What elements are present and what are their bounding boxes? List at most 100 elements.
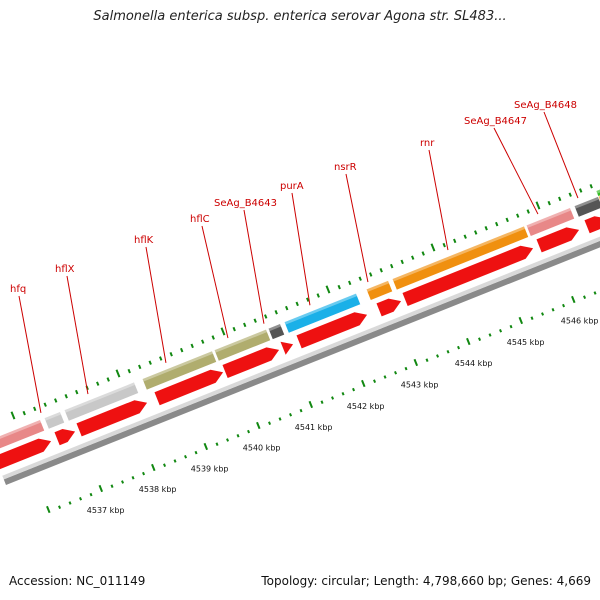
upper-tick — [348, 280, 352, 286]
kbp-label-7: 4544 kbp — [455, 359, 493, 368]
lower-tick — [247, 429, 251, 434]
orf-arrow-2 — [76, 400, 148, 437]
upper-tick — [411, 255, 415, 260]
upper-tick — [264, 314, 268, 319]
lower-tick — [79, 497, 83, 501]
upper-tick — [325, 285, 331, 294]
lower-tick — [131, 476, 135, 480]
label-leader-seag_b4648 — [543, 111, 579, 199]
lower-tick — [478, 337, 482, 341]
upper-tick — [484, 226, 488, 231]
gene-hflx-highlight — [64, 382, 136, 413]
lower-tick — [163, 463, 167, 467]
lower-tick — [289, 413, 293, 417]
gene-block-1 — [43, 411, 66, 430]
lower-tick — [499, 329, 503, 333]
lower-tick — [151, 463, 156, 472]
accession-text: Accession: NC_011149 — [9, 574, 146, 588]
gene-rnr-highlight — [392, 226, 526, 282]
upper-tick — [516, 213, 520, 218]
upper-tick — [232, 326, 236, 332]
lower-tick — [331, 396, 335, 400]
gene-block-1-highlight — [44, 411, 62, 421]
lower-tick — [404, 366, 408, 371]
lower-tick — [466, 337, 471, 346]
lower-tick — [194, 450, 198, 455]
lower-tick — [341, 392, 345, 396]
lower-tick — [446, 350, 450, 354]
upper-tick — [579, 188, 583, 193]
label-hflx: hflX — [55, 264, 75, 275]
gene-seag_b4643 — [267, 323, 286, 340]
label-leader-hflc — [201, 225, 229, 339]
orf-arrow-9 — [536, 227, 580, 253]
orf-arrow-8 — [402, 245, 534, 307]
kbp-label-6: 4543 kbp — [401, 380, 439, 389]
gene-hflx — [63, 381, 140, 422]
gene-hflc-highlight — [214, 329, 268, 353]
lower-tick — [299, 408, 303, 413]
gene-seag_b4647 — [525, 207, 576, 237]
upper-tick — [390, 263, 394, 269]
lower-tick — [110, 484, 114, 488]
upper-tick — [33, 406, 37, 412]
kbp-label-0: 4537 kbp — [87, 506, 125, 515]
lower-tick — [571, 295, 576, 304]
gene-nsrr-highlight — [366, 280, 390, 293]
kbp-label-3: 4540 kbp — [243, 444, 281, 453]
gene-nsrr — [365, 280, 394, 301]
lower-tick — [394, 371, 398, 375]
lower-tick — [256, 421, 261, 430]
label-hflk: hflK — [134, 235, 154, 246]
upper-tick — [106, 377, 110, 382]
kbp-label-8: 4545 kbp — [507, 338, 545, 347]
kbp-label-1: 4538 kbp — [139, 485, 177, 494]
upper-tick — [180, 347, 184, 353]
upper-tick — [535, 201, 541, 210]
gene-pura-highlight — [284, 293, 358, 325]
lower-tick — [173, 459, 177, 463]
orf-arrow-7 — [376, 298, 402, 317]
upper-tick — [453, 238, 457, 244]
lower-tick — [308, 400, 314, 409]
upper-tick — [400, 259, 404, 265]
upper-tick — [495, 221, 499, 227]
gene-rnr — [391, 225, 530, 291]
upper-tick — [138, 364, 142, 370]
kbp-labels: 4537 kbp 4538 kbp 4539 kbp 4540 kbp 4541 kbp… — [87, 316, 599, 515]
gene-seag_b4643-highlight — [268, 323, 282, 332]
upper-tick — [358, 276, 362, 281]
upper-tick — [148, 360, 152, 365]
upper-tick — [547, 200, 551, 206]
upper-tick — [474, 230, 478, 235]
gene-block-12 — [595, 188, 600, 197]
label-hflc: hflC — [190, 214, 210, 225]
gene-hfq-highlight — [0, 419, 42, 439]
label-leader-seag_b4643 — [243, 209, 265, 324]
upper-tick — [127, 368, 131, 374]
upper-tick — [211, 335, 215, 340]
lower-tick — [583, 295, 587, 299]
gene-seag_b4647-highlight — [526, 207, 572, 229]
upper-tick — [253, 318, 257, 323]
lower-tick — [551, 308, 555, 312]
upper-tick — [589, 184, 593, 189]
lower-tick — [593, 291, 597, 295]
upper-tick — [220, 327, 226, 336]
lower-tick — [98, 484, 104, 493]
kbp-label-4: 4541 kbp — [295, 423, 333, 432]
backbone-line — [3, 240, 600, 485]
upper-tick — [421, 251, 425, 256]
lower-tick — [184, 455, 188, 459]
upper-tick — [159, 356, 163, 361]
upper-tick — [558, 196, 562, 202]
upper-tick — [337, 284, 341, 290]
gene-pura — [283, 292, 362, 334]
upper-tick — [316, 293, 320, 298]
label-rnr: rnr — [420, 138, 435, 149]
lower-tick — [488, 333, 492, 337]
lower-tick — [436, 354, 440, 358]
upper-tick — [43, 402, 47, 407]
